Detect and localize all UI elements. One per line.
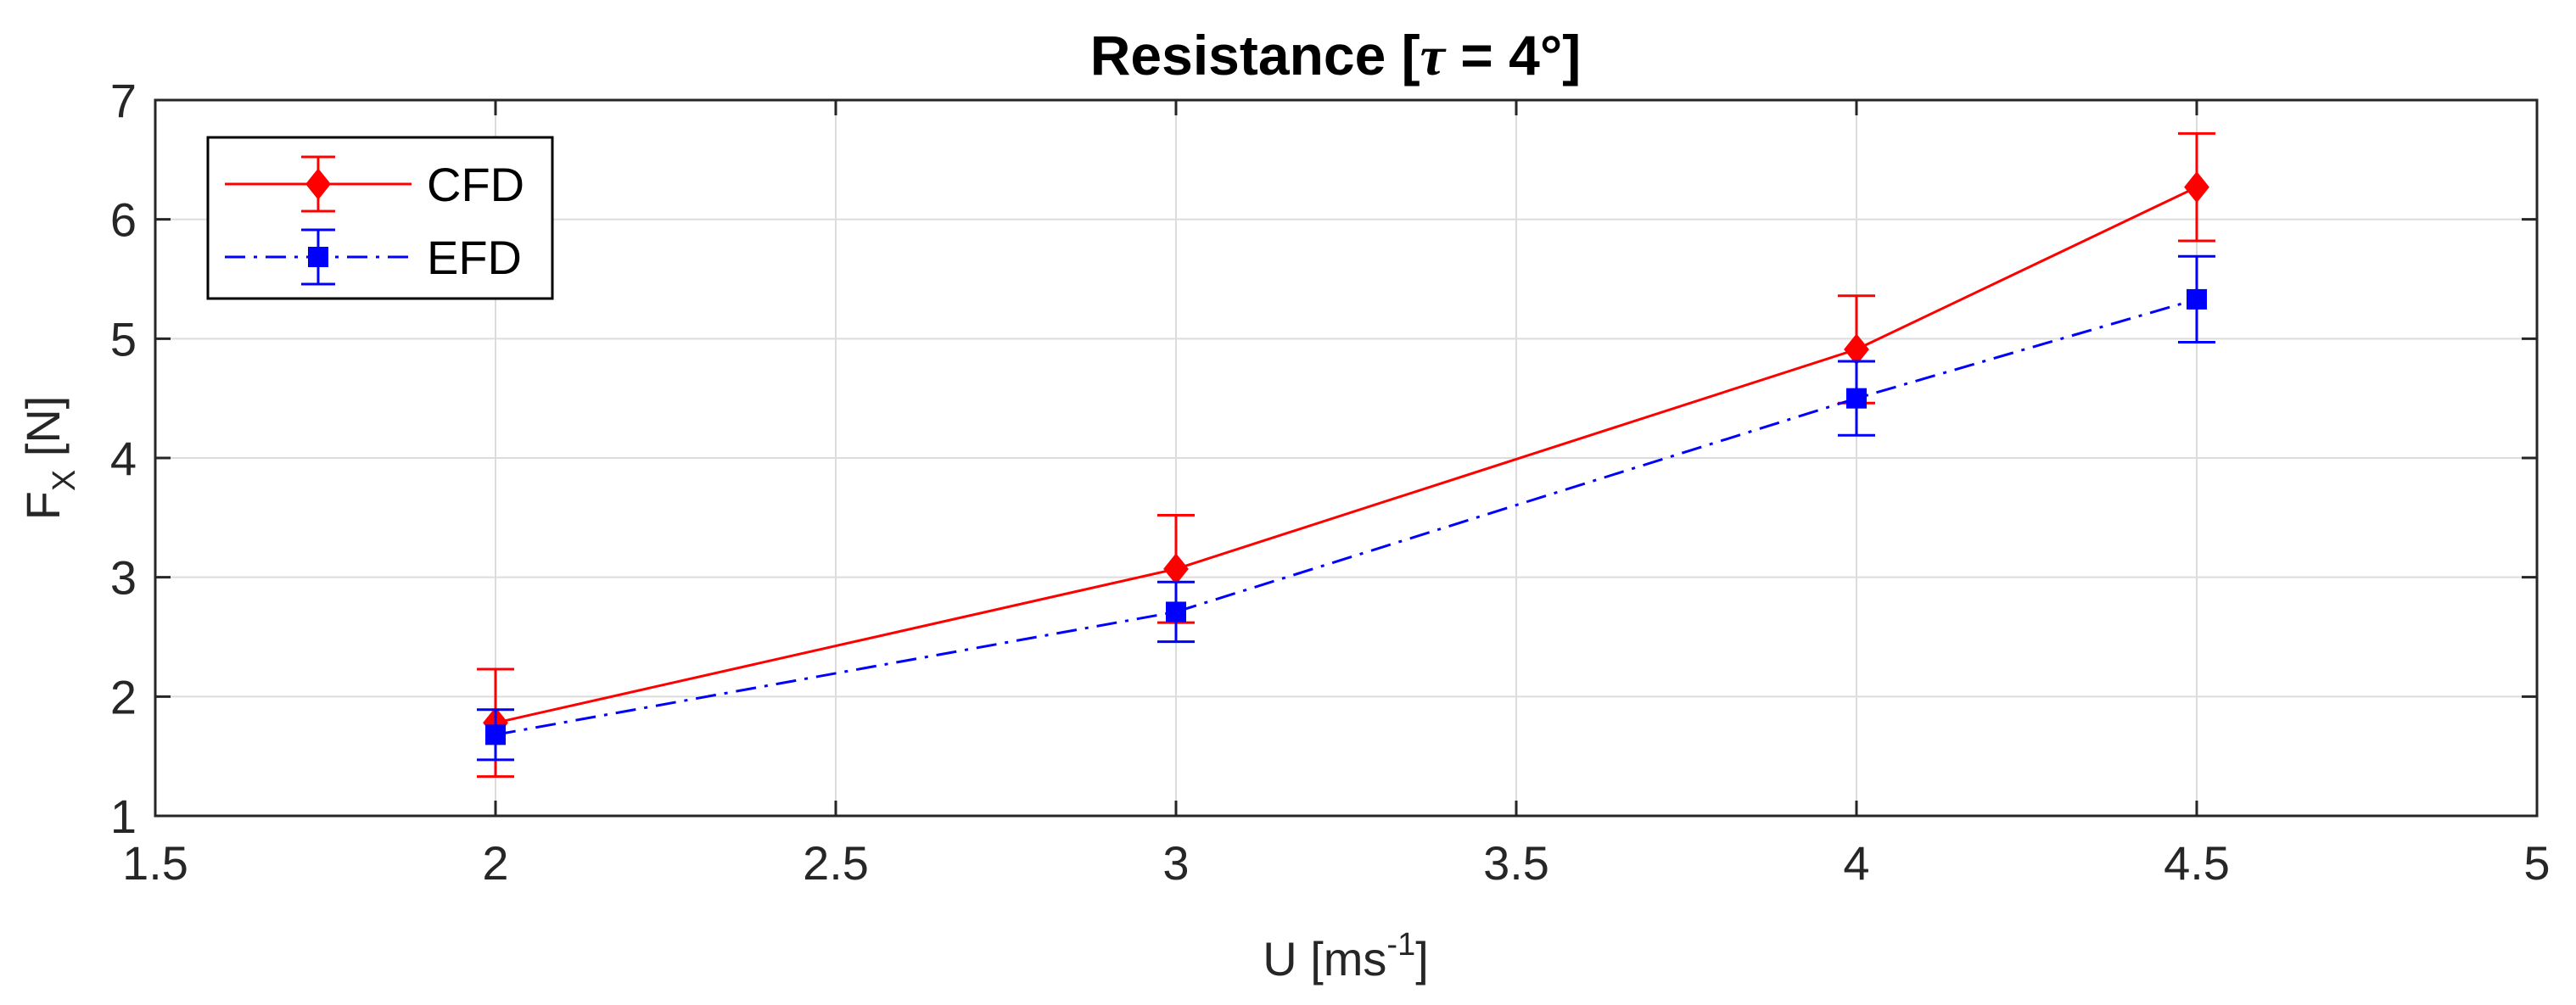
x-axis-label-end: ]: [1415, 932, 1429, 985]
x-tick-label: 2.5: [803, 836, 869, 890]
data-point-efd: [485, 724, 506, 745]
x-axis-label-main: U [ms: [1263, 932, 1386, 985]
data-point-cfd: [1163, 553, 1189, 585]
y-tick-label: 7: [110, 74, 137, 127]
y-tick-label: 3: [110, 551, 137, 605]
x-tick-label: 3: [1162, 836, 1189, 890]
chart-title-main: Resistance [: [1090, 24, 1420, 87]
chart-title-rest: = 4°]: [1445, 24, 1581, 87]
chart-title: Resistance [τ = 4°]: [1090, 24, 1581, 87]
y-tick-label: 6: [110, 193, 137, 247]
y-tick-label: 5: [110, 312, 137, 366]
y-tick-label: 2: [110, 670, 137, 723]
data-point-efd: [1846, 388, 1867, 409]
y-axis-label: FX [N]: [16, 396, 82, 521]
series-cfd: [477, 131, 2215, 779]
y-tick-label: 4: [110, 432, 137, 485]
y-tick-label: 1: [110, 790, 137, 843]
x-tick-label: 3.5: [1483, 836, 1549, 890]
axis-ticks: 1.5 2 2.5 3 3.5 4 4.5 5 1 2 3 4 5 6 7: [110, 74, 2551, 890]
data-point-efd: [1166, 601, 1186, 623]
legend-item-efd: EFD: [225, 228, 522, 286]
x-tick-label: 5: [2523, 836, 2550, 890]
series-line-efd: [495, 298, 2198, 736]
legend: CFD EFD: [206, 136, 554, 300]
legend-marker-cfd: [305, 168, 331, 200]
y-axis-label-sub: X: [47, 470, 82, 491]
legend-box: [206, 136, 554, 300]
x-axis-label: U [ms-1]: [1263, 927, 1429, 985]
x-tick-label: 4.5: [2164, 836, 2230, 890]
legend-item-cfd: CFD: [225, 155, 524, 213]
x-tick-label: 2: [482, 836, 508, 890]
chart-title-symbol: τ: [1420, 25, 1447, 87]
x-tick-label: 1.5: [122, 836, 188, 890]
series-line-cfd: [495, 186, 2198, 724]
data-point-cfd: [2184, 171, 2209, 204]
legend-label-cfd: CFD: [427, 158, 524, 211]
x-axis-label-sup: -1: [1386, 927, 1415, 963]
y-axis-label-main: F: [16, 491, 70, 520]
legend-marker-efd: [308, 247, 328, 267]
data-point-efd: [2187, 288, 2207, 310]
series-layer: [477, 131, 2215, 779]
legend-label-efd: EFD: [427, 231, 522, 284]
x-tick-label: 4: [1843, 836, 1869, 890]
series-efd: [477, 254, 2215, 762]
y-axis-label-end: [N]: [16, 396, 70, 470]
